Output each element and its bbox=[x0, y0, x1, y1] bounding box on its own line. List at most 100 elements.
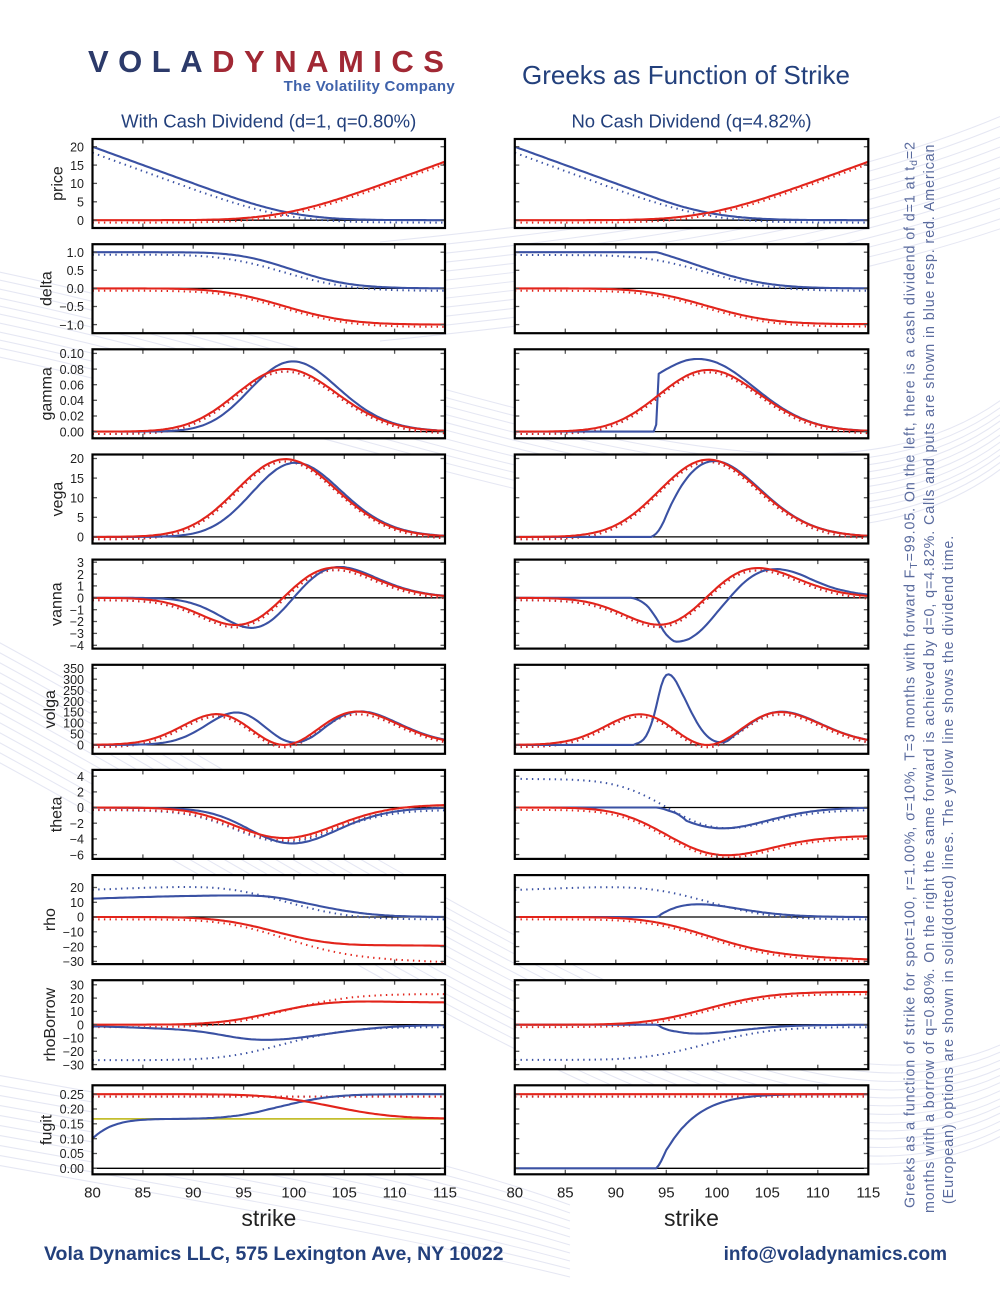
svg-text:0: 0 bbox=[77, 739, 84, 753]
svg-text:Vola Dynamics LLC, 575 Lexingt: Vola Dynamics LLC, 575 Lexington Ave, NY… bbox=[44, 1243, 504, 1265]
svg-text:80: 80 bbox=[506, 1185, 523, 1202]
svg-text:0: 0 bbox=[77, 214, 84, 228]
svg-text:0.10: 0.10 bbox=[60, 1132, 84, 1146]
svg-text:Greeks as a function of strike: Greeks as a function of strike for spot=… bbox=[903, 141, 921, 1208]
svg-text:strike: strike bbox=[241, 1205, 296, 1231]
svg-text:5: 5 bbox=[77, 196, 84, 210]
svg-text:1: 1 bbox=[77, 580, 84, 594]
svg-text:rho: rho bbox=[42, 908, 59, 931]
svg-text:85: 85 bbox=[557, 1185, 574, 1202]
svg-text:−1: −1 bbox=[70, 603, 84, 617]
svg-text:theta: theta bbox=[49, 797, 66, 833]
svg-text:vega: vega bbox=[50, 482, 67, 517]
svg-text:0: 0 bbox=[77, 801, 84, 815]
svg-text:−6: −6 bbox=[70, 848, 84, 862]
svg-text:0: 0 bbox=[77, 531, 84, 545]
svg-text:0.00: 0.00 bbox=[60, 425, 84, 439]
svg-text:3: 3 bbox=[77, 556, 84, 570]
svg-text:0: 0 bbox=[77, 1018, 84, 1032]
svg-text:rhoBorrow: rhoBorrow bbox=[42, 987, 59, 1061]
svg-text:0.10: 0.10 bbox=[60, 347, 84, 361]
svg-text:100: 100 bbox=[281, 1185, 306, 1202]
svg-text:90: 90 bbox=[607, 1185, 624, 1202]
svg-text:delta: delta bbox=[38, 271, 55, 306]
svg-text:1.0: 1.0 bbox=[67, 246, 84, 260]
svg-text:0.04: 0.04 bbox=[60, 394, 84, 408]
svg-text:0.20: 0.20 bbox=[60, 1103, 84, 1117]
svg-text:−10: −10 bbox=[63, 926, 84, 940]
svg-text:months with a borrow of q=0.80: months with a borrow of q=0.80%. On the … bbox=[922, 144, 938, 1213]
svg-text:−0.5: −0.5 bbox=[59, 300, 84, 314]
svg-text:0.25: 0.25 bbox=[60, 1088, 84, 1102]
svg-text:−2: −2 bbox=[70, 817, 84, 831]
svg-text:85: 85 bbox=[135, 1185, 152, 1202]
svg-text:90: 90 bbox=[185, 1185, 202, 1202]
svg-text:0.5: 0.5 bbox=[67, 264, 84, 278]
svg-text:−4: −4 bbox=[70, 833, 84, 847]
svg-text:0: 0 bbox=[77, 911, 84, 925]
svg-text:No Cash Dividend (q=4.82%): No Cash Dividend (q=4.82%) bbox=[571, 111, 811, 132]
svg-text:0.05: 0.05 bbox=[60, 1147, 84, 1161]
svg-text:4: 4 bbox=[77, 770, 84, 784]
svg-text:20: 20 bbox=[70, 140, 84, 154]
svg-text:fugit: fugit bbox=[39, 1114, 56, 1145]
svg-text:0: 0 bbox=[77, 592, 84, 606]
svg-text:−1.0: −1.0 bbox=[59, 318, 84, 332]
svg-text:−2: −2 bbox=[70, 615, 84, 629]
svg-text:volga: volga bbox=[42, 690, 59, 728]
svg-text:0.06: 0.06 bbox=[60, 378, 84, 392]
svg-text:150: 150 bbox=[63, 706, 84, 720]
svg-text:105: 105 bbox=[332, 1185, 357, 1202]
svg-text:115: 115 bbox=[856, 1185, 880, 1202]
svg-text:5: 5 bbox=[77, 511, 84, 525]
svg-text:−30: −30 bbox=[63, 955, 84, 969]
svg-text:10: 10 bbox=[70, 491, 84, 505]
svg-text:95: 95 bbox=[658, 1185, 675, 1202]
svg-text:The Volatility Company: The Volatility Company bbox=[284, 78, 456, 95]
svg-text:200: 200 bbox=[63, 695, 84, 709]
svg-text:80: 80 bbox=[84, 1185, 101, 1202]
svg-text:−30: −30 bbox=[63, 1058, 84, 1072]
svg-text:100: 100 bbox=[704, 1185, 729, 1202]
svg-text:0.0: 0.0 bbox=[67, 282, 84, 296]
svg-text:10: 10 bbox=[70, 1005, 84, 1019]
svg-text:20: 20 bbox=[70, 881, 84, 895]
svg-text:vanna: vanna bbox=[49, 582, 66, 626]
svg-text:2: 2 bbox=[77, 786, 84, 800]
svg-text:95: 95 bbox=[235, 1185, 252, 1202]
svg-text:300: 300 bbox=[63, 673, 84, 687]
svg-text:15: 15 bbox=[70, 159, 84, 173]
svg-text:−3: −3 bbox=[70, 627, 84, 641]
svg-text:50: 50 bbox=[70, 728, 84, 742]
svg-text:−4: −4 bbox=[70, 639, 84, 653]
svg-text:15: 15 bbox=[70, 472, 84, 486]
svg-text:20: 20 bbox=[70, 452, 84, 466]
svg-text:−20: −20 bbox=[63, 1045, 84, 1059]
svg-text:−10: −10 bbox=[63, 1032, 84, 1046]
svg-text:100: 100 bbox=[63, 717, 84, 731]
svg-text:−20: −20 bbox=[63, 940, 84, 954]
svg-text:30: 30 bbox=[70, 979, 84, 993]
svg-text:gamma: gamma bbox=[39, 367, 56, 420]
svg-text:110: 110 bbox=[383, 1185, 407, 1202]
svg-text:20: 20 bbox=[70, 992, 84, 1006]
svg-text:VOLADYNAMICS: VOLADYNAMICS bbox=[88, 44, 453, 79]
svg-text:250: 250 bbox=[63, 684, 84, 698]
svg-text:Greeks as Function of Strike: Greeks as Function of Strike bbox=[522, 60, 850, 90]
svg-text:price: price bbox=[50, 166, 67, 201]
svg-text:strike: strike bbox=[664, 1205, 719, 1231]
svg-text:10: 10 bbox=[70, 896, 84, 910]
svg-text:10: 10 bbox=[70, 177, 84, 191]
svg-text:0.15: 0.15 bbox=[60, 1118, 84, 1132]
svg-text:105: 105 bbox=[755, 1185, 780, 1202]
svg-text:0.02: 0.02 bbox=[60, 410, 84, 424]
svg-text:2: 2 bbox=[77, 568, 84, 582]
svg-text:(European) options are shown i: (European) options are shown in solid(do… bbox=[941, 535, 957, 1204]
svg-text:0.08: 0.08 bbox=[60, 363, 84, 377]
svg-text:350: 350 bbox=[63, 662, 84, 676]
svg-text:info@voladynamics.com: info@voladynamics.com bbox=[724, 1244, 947, 1265]
svg-text:115: 115 bbox=[433, 1185, 457, 1202]
svg-text:With Cash Dividend (d=1, q=0.8: With Cash Dividend (d=1, q=0.80%) bbox=[121, 111, 416, 132]
svg-text:110: 110 bbox=[806, 1185, 830, 1202]
svg-text:0.00: 0.00 bbox=[60, 1162, 84, 1176]
